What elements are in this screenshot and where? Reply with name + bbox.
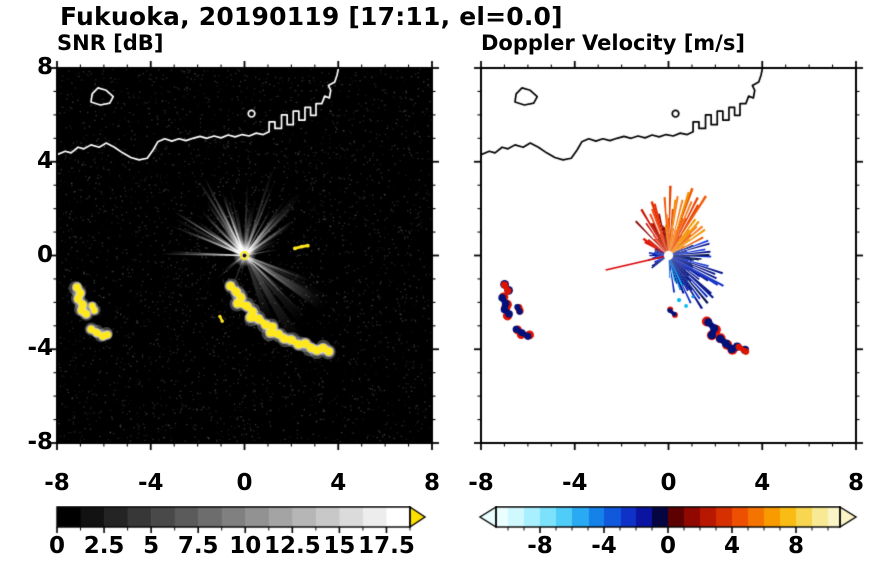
colorbar-tick-label: 12.5 [263, 533, 321, 559]
colorbar-tick-label: 5 [143, 533, 160, 559]
doppler-map [467, 54, 870, 457]
colorbar-tick-label: 4 [723, 533, 740, 559]
x-tick-label: -4 [137, 470, 164, 496]
x-tick-label: -4 [561, 470, 588, 496]
x-tick-label: -8 [44, 470, 70, 496]
colorbar-tick-label: 7.5 [177, 533, 219, 559]
colorbar-tick-label: 15 [323, 533, 356, 559]
colorbar-tick-label: 0 [659, 533, 676, 559]
x-tick-label: 8 [423, 470, 440, 496]
colorbar-tick-label: 2.5 [83, 533, 125, 559]
x-tick-label: 4 [330, 470, 347, 496]
x-tick-label: -8 [468, 470, 494, 496]
x-tick-label: 0 [660, 470, 677, 496]
doppler-colorbar [478, 506, 858, 540]
colorbar-tick-label: -8 [527, 533, 553, 559]
colorbar-tick-label: 8 [787, 533, 804, 559]
doppler-panel-title: Doppler Velocity [m/s] [481, 31, 745, 55]
figure-title: Fukuoka, 20190119 [17:11, el=0.0] [60, 2, 563, 31]
colorbar-tick-label: -4 [591, 533, 617, 559]
x-tick-label: 4 [754, 470, 771, 496]
colorbar-tick-label: 0 [48, 533, 65, 559]
snr-map [43, 54, 446, 457]
y-tick-label: 0 [36, 241, 53, 268]
snr-colorbar [55, 506, 430, 540]
colorbar-tick-label: 17.5 [358, 533, 415, 559]
snr-panel-title: SNR [dB] [57, 31, 164, 55]
y-tick-label: -4 [27, 335, 53, 362]
y-tick-label: 4 [36, 147, 53, 174]
colorbar-tick-label: 10 [229, 533, 262, 559]
y-tick-label: -8 [27, 429, 53, 455]
x-tick-label: 0 [236, 470, 253, 496]
x-tick-label: 8 [847, 470, 864, 496]
y-tick-label: 8 [36, 54, 53, 80]
